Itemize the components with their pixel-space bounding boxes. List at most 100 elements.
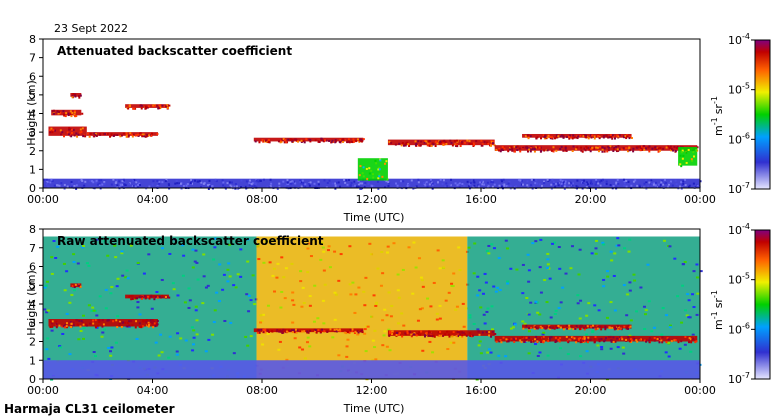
noise-speck [292, 303, 296, 306]
layer-speck [483, 183, 486, 186]
noise-speck [628, 334, 632, 337]
layer-speck [527, 137, 530, 140]
noise-speck [538, 266, 542, 269]
layer-speck [607, 149, 610, 152]
layer-speck [674, 150, 677, 153]
noise-speck [526, 253, 530, 256]
colorbar-unit: m-1sr-1 [710, 290, 725, 330]
layer-speck [165, 178, 168, 181]
layer-speck [532, 340, 535, 343]
noise-speck [261, 343, 265, 346]
layer-speck [572, 328, 575, 331]
layer-speck [228, 181, 231, 184]
layer-speck [557, 184, 560, 187]
layer-speck [654, 148, 657, 151]
noise-speck [249, 335, 253, 338]
layer-band [494, 335, 698, 342]
layer-speck [275, 330, 278, 333]
noise-speck [545, 301, 549, 304]
layer-speck [565, 185, 568, 188]
layer-speck [584, 149, 587, 152]
noise-speck [643, 313, 647, 316]
layer-speck [155, 295, 158, 298]
noise-speck [594, 239, 598, 242]
noise-speck [407, 246, 411, 249]
layer-speck [136, 186, 139, 189]
layer-speck [619, 336, 622, 339]
noise-speck [538, 351, 542, 354]
layer-speck [626, 135, 629, 138]
layer-speck [95, 134, 98, 137]
layer-speck [361, 182, 364, 185]
layer-speck [594, 183, 597, 186]
noise-speck [226, 268, 230, 271]
layer-speck [89, 179, 92, 182]
layer-speck [543, 137, 546, 140]
layer-speck [182, 184, 185, 187]
layer-speck [377, 168, 380, 171]
layer-speck [419, 144, 422, 147]
layer-speck [555, 136, 558, 139]
layer-speck [151, 322, 154, 325]
layer-speck [587, 336, 590, 339]
noise-speck [558, 267, 562, 270]
noise-speck [76, 262, 80, 265]
cloud-layer [51, 109, 84, 118]
x-tick-label: 00:00 [27, 193, 59, 206]
x-ticks: 00:00 04:00 08:00 12:00 16:00 20:00 00:00 [27, 188, 716, 206]
cloud-layer [678, 147, 699, 168]
layer-speck [367, 182, 370, 185]
layer-speck [145, 321, 148, 324]
layer-speck [681, 184, 684, 187]
layer-speck [567, 341, 570, 344]
noise-speck [686, 293, 690, 296]
noise-speck [246, 260, 250, 263]
layer-speck [652, 183, 655, 186]
layer-speck [682, 180, 685, 183]
layer-speck [406, 330, 409, 333]
noise-speck [559, 301, 563, 304]
noise-speck [313, 284, 317, 287]
layer-speck [295, 331, 298, 334]
layer-speck [586, 325, 589, 328]
layer-speck [278, 185, 281, 188]
layer-speck [130, 186, 133, 189]
noise-speck [570, 245, 574, 248]
layer-speck [636, 184, 639, 187]
svg-text:m-1sr-1: m-1sr-1 [710, 96, 725, 136]
layer-speck [543, 326, 546, 329]
layer-speck [134, 134, 137, 137]
layer-speck [408, 183, 411, 186]
layer-speck [543, 180, 546, 183]
layer-speck [289, 138, 292, 141]
noise-speck [396, 322, 400, 325]
near-surface-field [43, 360, 700, 379]
noise-speck [265, 240, 269, 243]
layer-speck [648, 341, 651, 344]
layer-speck [409, 331, 412, 334]
layer-speck [623, 180, 626, 183]
noise-speck [373, 329, 377, 332]
noise-speck [538, 313, 542, 316]
layer-speck [345, 179, 348, 182]
layer-speck [555, 182, 558, 185]
layer-speck [550, 183, 553, 186]
noise-speck [385, 345, 389, 348]
layer-speck [388, 182, 391, 185]
noise-speck [262, 313, 266, 316]
layer-speck [406, 184, 409, 187]
noise-speck [692, 270, 696, 273]
layer-speck [347, 139, 350, 142]
x-tick-label: 12:00 [356, 384, 388, 397]
layer-speck [469, 142, 472, 145]
noise-speck [72, 260, 76, 263]
layer-speck [234, 187, 237, 190]
noise-speck [125, 269, 129, 272]
layer-speck [427, 142, 430, 145]
layer-speck [536, 327, 539, 330]
noise-speck [492, 247, 496, 250]
layer-speck [79, 128, 82, 131]
layer-speck [542, 335, 545, 338]
layer-speck [545, 327, 548, 330]
layer-speck [260, 328, 263, 331]
